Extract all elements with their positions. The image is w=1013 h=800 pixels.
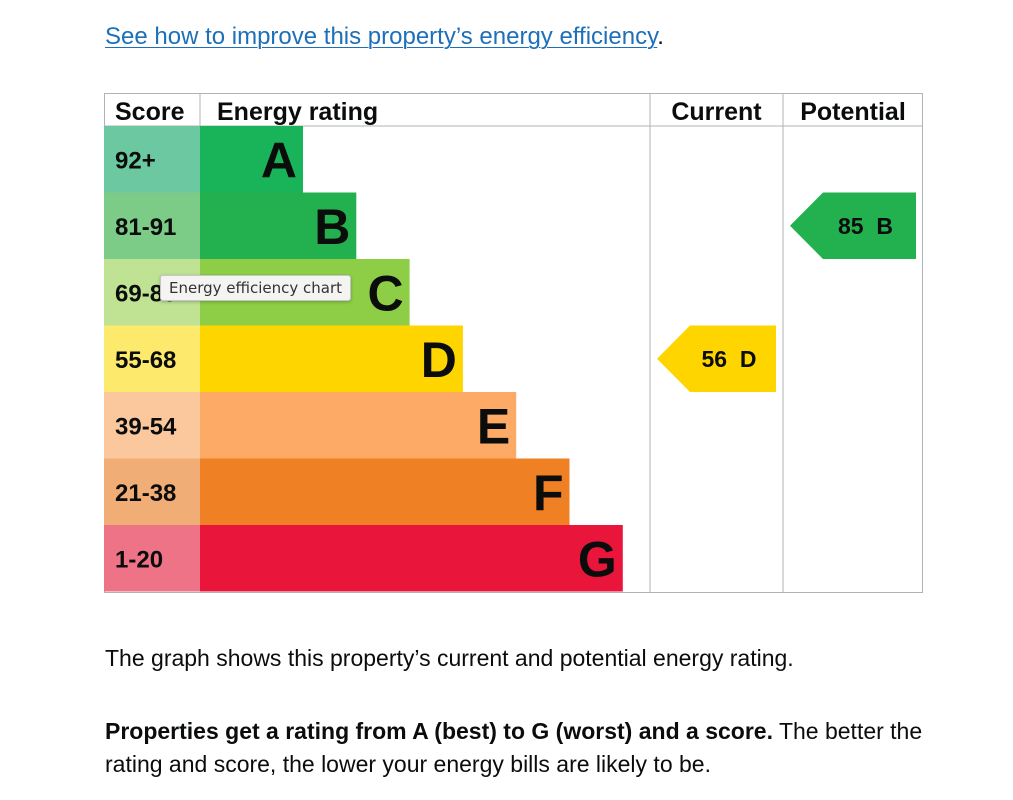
band-letter-e: E: [477, 398, 510, 454]
band-bar-g: [200, 525, 623, 592]
header-current: Current: [671, 98, 762, 126]
improve-efficiency-link[interactable]: See how to improve this property’s energ…: [105, 23, 658, 50]
potential-rating-arrow: [790, 192, 916, 259]
header-potential: Potential: [800, 98, 906, 126]
chart-tooltip: Energy efficiency chart: [160, 275, 352, 301]
score-range-g: 1-20: [115, 546, 163, 573]
score-cell-e: [104, 392, 200, 459]
score-cell-a: [104, 126, 200, 193]
rating-explanation-bold: Properties get a rating from A (best) to…: [105, 718, 773, 744]
chart-description: The graph shows this property’s current …: [105, 645, 794, 671]
band-bar-f: [200, 458, 570, 525]
band-letter-b: B: [314, 199, 350, 255]
energy-rating-chart: Score Energy rating Current Potential 92…: [104, 93, 923, 593]
score-range-a: 92+: [115, 147, 156, 174]
score-cell-f: [104, 458, 200, 525]
current-rating-label: 56 D: [702, 346, 757, 372]
score-range-b: 81-91: [115, 214, 176, 241]
band-bar-b: [200, 192, 357, 259]
link-trailing-period: .: [657, 23, 664, 50]
score-range-e: 39-54: [115, 413, 177, 440]
band-letter-f: F: [533, 465, 564, 521]
rating-bands: 92+ A81-91 B69-80 C55-68 D39-54 E21-38 F1-20 G: [104, 126, 623, 592]
band-bar-a: [200, 126, 303, 193]
score-range-d: 55-68: [115, 347, 176, 374]
band-bar-e: [200, 392, 517, 459]
band-letter-c: C: [367, 265, 403, 321]
band-letter-a: A: [261, 132, 297, 188]
rating-explanation: Properties get a rating from A (best) to…: [105, 715, 935, 781]
header-energy-rating: Energy rating: [217, 98, 378, 126]
band-bar-d: [200, 325, 463, 392]
band-letter-g: G: [578, 531, 617, 587]
score-cell-d: [104, 325, 200, 392]
improve-efficiency-line: See how to improve this property’s energ…: [105, 20, 664, 54]
band-letter-d: D: [421, 332, 457, 388]
rating-markers: 56 D 85 B: [657, 192, 916, 392]
score-cell-g: [104, 525, 200, 592]
potential-rating-label: 85 B: [838, 213, 893, 239]
rating-explanation-rest: The better the rating and score, the low…: [105, 718, 923, 777]
score-range-f: 21-38: [115, 480, 176, 507]
current-rating-arrow: [657, 325, 776, 392]
score-cell-b: [104, 192, 200, 259]
header-score: Score: [115, 98, 185, 126]
